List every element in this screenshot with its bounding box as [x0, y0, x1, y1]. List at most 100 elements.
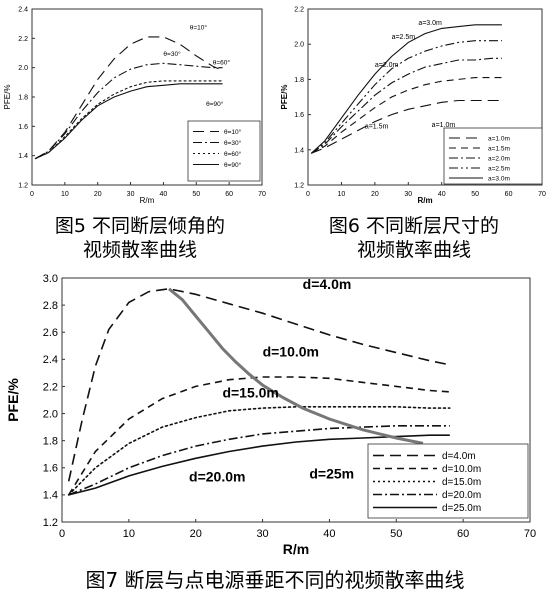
legend-label: d=15.0m [442, 477, 481, 488]
x-tick-label: 20 [94, 191, 102, 198]
x-tick-label: 0 [59, 528, 65, 540]
legend-label: d=25.0m [442, 503, 481, 514]
legend-label: θ=90° [224, 161, 242, 169]
y-tick-label: 1.2 [294, 182, 304, 189]
figure-6: 0 10 20 30 40 50 60 70 1.2 1.4 1.6 1.8 2.0 2.2 R/m PFE/… [278, 0, 550, 212]
x-tick-label: 40 [438, 191, 446, 198]
x-tick-label: 10 [338, 191, 346, 198]
x-tick-label: 20 [371, 191, 379, 198]
y-tick-label: 2.0 [294, 42, 304, 49]
annotation-label: d=15.0m [222, 384, 278, 400]
x-tick-label: 30 [127, 191, 135, 198]
legend-label: θ=60° [224, 150, 242, 158]
y-tick-label: 1.8 [294, 77, 304, 84]
series-line-2 [310, 57, 502, 154]
caption-figure-7-line-1: 图7 断层与点电源垂距不同的视频散率曲线 [85, 568, 465, 592]
series-line-4 [310, 24, 502, 154]
x-tick-label: 30 [256, 528, 268, 540]
annotation-label: a=1.0m [432, 122, 456, 129]
caption-figure-5-line-1: 图5 不同断层倾角的 [54, 215, 226, 237]
series-line-3 [68, 425, 450, 496]
y-tick-label: 1.2 [18, 182, 28, 189]
y-tick-label: 2.2 [43, 381, 58, 393]
caption-figure-7: 图7 断层与点电源垂距不同的视频散率曲线 [0, 568, 550, 592]
legend-label: a=3.0m [488, 175, 510, 182]
figure-7: 0 10 20 30 40 50 60 70 1.2 1.4 1.6 1.8 2.0 2.2 2.4 2.6 2… [0, 266, 550, 566]
y-tick-label: 2.0 [18, 65, 28, 72]
caption-figure-6-line-2: 视频散率曲线 [356, 239, 471, 261]
annotation-label: θ=30° [163, 50, 181, 58]
y-tick-label: 1.4 [294, 147, 304, 154]
annotation-label: θ=60° [213, 59, 231, 67]
series-line-3 [310, 40, 502, 154]
x-tick-label: 30 [404, 191, 412, 198]
y-tick-label: 2.6 [43, 327, 58, 339]
x-tick-label: 0 [30, 191, 34, 198]
plot-frame [61, 277, 531, 523]
legend-label: d=4.0m [442, 451, 476, 462]
x-axis-label: R/m [417, 196, 432, 205]
annotation-label: d=10.0m [263, 344, 319, 360]
plot-frame [307, 8, 543, 186]
legend-label: a=1.0m [488, 135, 510, 142]
y-tick-label: 1.6 [43, 463, 58, 475]
series-line-1 [35, 62, 223, 160]
annotation-label: a=1.5m [365, 124, 389, 131]
legend-label: d=10.0m [442, 464, 481, 475]
legend-label: θ=30° [224, 139, 242, 147]
legend-label: a=1.5m [488, 145, 510, 152]
y-tick-label: 1.2 [43, 517, 58, 529]
series-line-3 [35, 83, 223, 160]
x-axis-label: R/m [140, 196, 155, 205]
y-tick-label: 2.8 [43, 300, 58, 312]
legend-label: θ=10° [224, 128, 242, 136]
series-line-1 [311, 77, 502, 154]
legend-label: d=20.0m [442, 490, 481, 501]
legend-box [443, 127, 543, 185]
y-tick-label: 2.2 [18, 36, 28, 43]
caption-figure-5: 图5 不同断层倾角的 视频散率曲线 [10, 214, 270, 262]
chart-fault-distance: 0 10 20 30 40 50 60 70 1.2 1.4 1.6 1.8 2.0 2.2 2.4 2.6 2… [5, 273, 536, 557]
legend-label: a=2.5m [488, 165, 510, 172]
chart-dip-angle: 0 10 20 30 40 50 60 70 1.2 1.4 1.6 1.8 2.0 2.2 2.4 R/m P… [3, 6, 266, 205]
y-tick-label: 1.6 [294, 112, 304, 119]
x-tick-label: 50 [390, 528, 402, 540]
y-tick-label: 3.0 [43, 273, 58, 285]
y-axis-label: PFE/% [280, 85, 289, 110]
x-tick-label: 40 [323, 528, 335, 540]
y-tick-label: 2.2 [294, 6, 304, 13]
series-line-2 [34, 80, 224, 160]
legend-label: a=2.0m [488, 155, 510, 162]
annotation-label: d=20.0m [189, 468, 245, 484]
x-tick-label: 60 [457, 528, 469, 540]
y-tick-label: 2.0 [43, 408, 58, 420]
annotation-label: d=25m [309, 466, 354, 482]
annotation-label: θ=90° [206, 100, 224, 108]
y-axis-label: PFE/% [5, 378, 21, 422]
annotation-label: d=4.0m [303, 276, 352, 292]
caption-figure-6: 图6 不同断层尺寸的 视频散率曲线 [284, 214, 544, 262]
y-tick-label: 1.4 [43, 490, 58, 502]
annotation-label: a=3.0m [418, 20, 442, 27]
x-tick-label: 10 [61, 191, 69, 198]
series-line-0 [67, 287, 450, 482]
series-line-1 [68, 376, 450, 496]
figure-5: 0 10 20 30 40 50 60 70 1.2 1.4 1.6 1.8 2.0 2.2 2.4 R/m P… [0, 0, 272, 212]
annotation-label: θ=10° [190, 24, 208, 32]
x-tick-label: 70 [524, 528, 536, 540]
caption-figure-5-line-2: 视频散率曲线 [82, 239, 197, 261]
x-tick-label: 20 [190, 528, 202, 540]
y-tick-label: 2.4 [43, 354, 58, 366]
series-line-5 [168, 287, 424, 445]
x-tick-label: 70 [258, 191, 266, 198]
x-tick-label: 70 [538, 191, 546, 198]
y-tick-label: 1.4 [18, 153, 28, 160]
y-axis-label: PFE/% [3, 85, 12, 110]
series-line-0 [311, 99, 502, 154]
y-tick-label: 1.8 [43, 436, 58, 448]
x-tick-label: 0 [306, 191, 310, 198]
annotation-label: a=2.0m [375, 62, 399, 69]
y-tick-label: 1.6 [18, 124, 28, 131]
y-tick-label: 1.8 [18, 94, 28, 101]
x-axis-label: R/m [283, 541, 309, 557]
